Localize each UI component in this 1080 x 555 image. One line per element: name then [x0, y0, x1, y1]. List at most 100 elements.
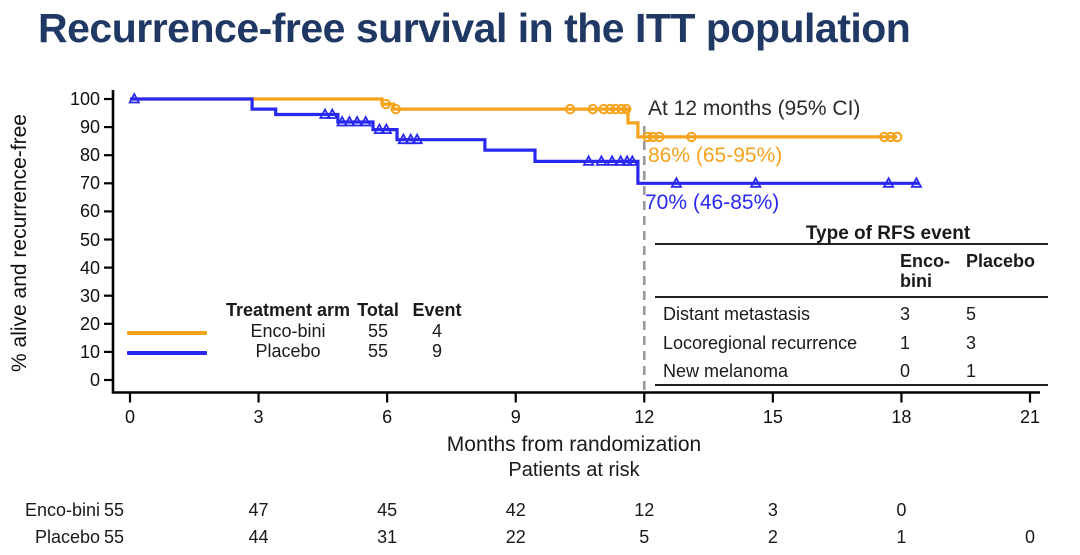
- censor-marker-triangle: [910, 176, 923, 188]
- censor-marker-circle: [598, 103, 609, 115]
- censor-marker-circle: [587, 103, 599, 115]
- at-risk-count: 47: [248, 500, 269, 520]
- at-risk-count: 0: [1024, 527, 1035, 547]
- rfs-row-value: 0: [900, 361, 911, 381]
- rfs-table-rule-bottom: [655, 384, 1048, 386]
- rfs-col-header-enco-bini: Enco-bini: [900, 251, 951, 291]
- y-tick-label: 50: [79, 229, 100, 250]
- y-tick-label: 60: [79, 201, 100, 222]
- censor-marker-circle: [885, 131, 896, 143]
- page-title: Recurrence-free survival in the ITT popu…: [38, 5, 911, 51]
- at-risk-count: 2: [767, 527, 778, 547]
- rfs-row-label: New melanoma: [663, 361, 789, 381]
- legend-arm-placebo: Placebo: [255, 341, 321, 361]
- at-risk-count: 1: [896, 527, 907, 547]
- at-risk-count: 45: [377, 500, 398, 520]
- y-tick-label: 70: [79, 173, 100, 194]
- legend-header-total: Total: [357, 300, 399, 320]
- y-tick-label: 40: [79, 257, 100, 278]
- censor-marker-triangle: [614, 154, 627, 166]
- at-risk-count: 0: [896, 500, 907, 520]
- x-tick-label: 3: [253, 407, 264, 427]
- at-risk-count: 55: [103, 527, 125, 547]
- censor-marker-triangle: [582, 154, 595, 166]
- at-risk-count: 44: [248, 527, 269, 547]
- censor-marker-circle: [686, 131, 697, 143]
- at-risk-count: 42: [505, 500, 526, 520]
- annotation-placebo-estimate: 70% (46-85%): [645, 191, 780, 214]
- x-tick-label: 18: [891, 407, 912, 427]
- rfs-row-label: Locoregional recurrence: [663, 333, 858, 353]
- y-tick-label: 80: [79, 145, 100, 166]
- rfs-row-value: 1: [966, 361, 977, 381]
- censor-marker-triangle: [359, 115, 372, 127]
- censor-marker-triangle: [350, 115, 364, 127]
- censor-marker-triangle: [318, 107, 332, 119]
- rfs-row-value: 1: [900, 333, 911, 353]
- patients-at-risk-title: Patients at risk: [508, 459, 640, 481]
- rfs-table-rule-top: [655, 243, 1048, 245]
- censor-marker-triangle: [749, 176, 762, 188]
- legend-header-event: Event: [412, 300, 462, 320]
- at-risk-row-label: Enco-bini: [24, 500, 100, 520]
- censor-marker-circle: [610, 103, 621, 115]
- x-tick-label: 15: [762, 407, 783, 427]
- rfs-row-value: 3: [900, 304, 911, 324]
- censor-marker-triangle: [404, 132, 417, 145]
- censor-marker-circle: [891, 131, 903, 143]
- rfs-col-header-placebo: Placebo: [966, 251, 1036, 271]
- censor-marker-circle: [380, 98, 392, 110]
- y-tick-label: 100: [69, 89, 100, 109]
- y-tick-label: 0: [89, 370, 100, 390]
- rfs-row-value: 3: [966, 333, 977, 353]
- y-tick-label: 90: [79, 117, 100, 138]
- censor-marker-triangle: [595, 154, 608, 166]
- censor-marker-circle: [879, 131, 890, 143]
- x-axis-title: Months from randomization: [446, 433, 702, 456]
- legend-total-placebo: 55: [367, 341, 389, 361]
- legend-swatch-enco-bini: [127, 331, 207, 335]
- censor-marker-triangle: [335, 115, 349, 127]
- y-tick-label: 30: [79, 285, 100, 306]
- legend-event-enco-bini: 4: [431, 321, 442, 341]
- y-tick-label: 10: [79, 341, 100, 362]
- censor-marker-triangle: [326, 107, 339, 119]
- legend-swatch-placebo: [127, 351, 207, 355]
- censor-marker-circle: [642, 131, 653, 143]
- censor-marker-triangle: [626, 154, 639, 166]
- x-tick-label: 6: [382, 407, 393, 427]
- at-risk-count: 31: [377, 527, 398, 547]
- rfs-row-value: 5: [966, 304, 977, 324]
- annotation-enco-bini-estimate: 86% (65-95%): [648, 144, 783, 167]
- censor-marker-triangle: [343, 115, 356, 127]
- rfs-table-title: Type of RFS event: [805, 223, 971, 244]
- at-risk-count: 3: [767, 500, 778, 520]
- censor-marker-triangle: [410, 132, 424, 145]
- censor-marker-circle: [604, 103, 616, 115]
- y-tick-label: 20: [79, 313, 100, 334]
- legend-event-placebo: 9: [431, 341, 442, 361]
- at-risk-count: 55: [103, 500, 125, 520]
- x-tick-label: 9: [510, 407, 521, 427]
- censor-marker-triangle: [380, 122, 393, 135]
- x-tick-label: 21: [1019, 407, 1040, 427]
- at-risk-count: 5: [639, 527, 650, 547]
- x-tick-label: 0: [124, 407, 135, 427]
- legend-total-enco-bini: 55: [367, 321, 389, 341]
- rfs-row-label: Distant metastasis: [663, 304, 811, 324]
- censor-marker-triangle: [882, 176, 895, 188]
- censor-marker-circle: [654, 131, 665, 143]
- at-risk-count: 22: [505, 527, 526, 547]
- legend-arm-enco-bini: Enco-bini: [250, 321, 326, 341]
- at-risk-row-label: Placebo: [34, 527, 100, 547]
- censor-marker-circle: [621, 103, 632, 115]
- km-curve-placebo: [130, 97, 919, 185]
- legend-header-arm: Treatment arm: [225, 300, 351, 320]
- censor-marker-circle: [647, 131, 659, 143]
- annotation-12-months-heading: At 12 months (95% CI): [648, 97, 861, 120]
- censor-marker-circle: [390, 103, 401, 115]
- censor-marker-triangle: [670, 176, 683, 188]
- rfs-table-rule-mid: [655, 296, 1048, 298]
